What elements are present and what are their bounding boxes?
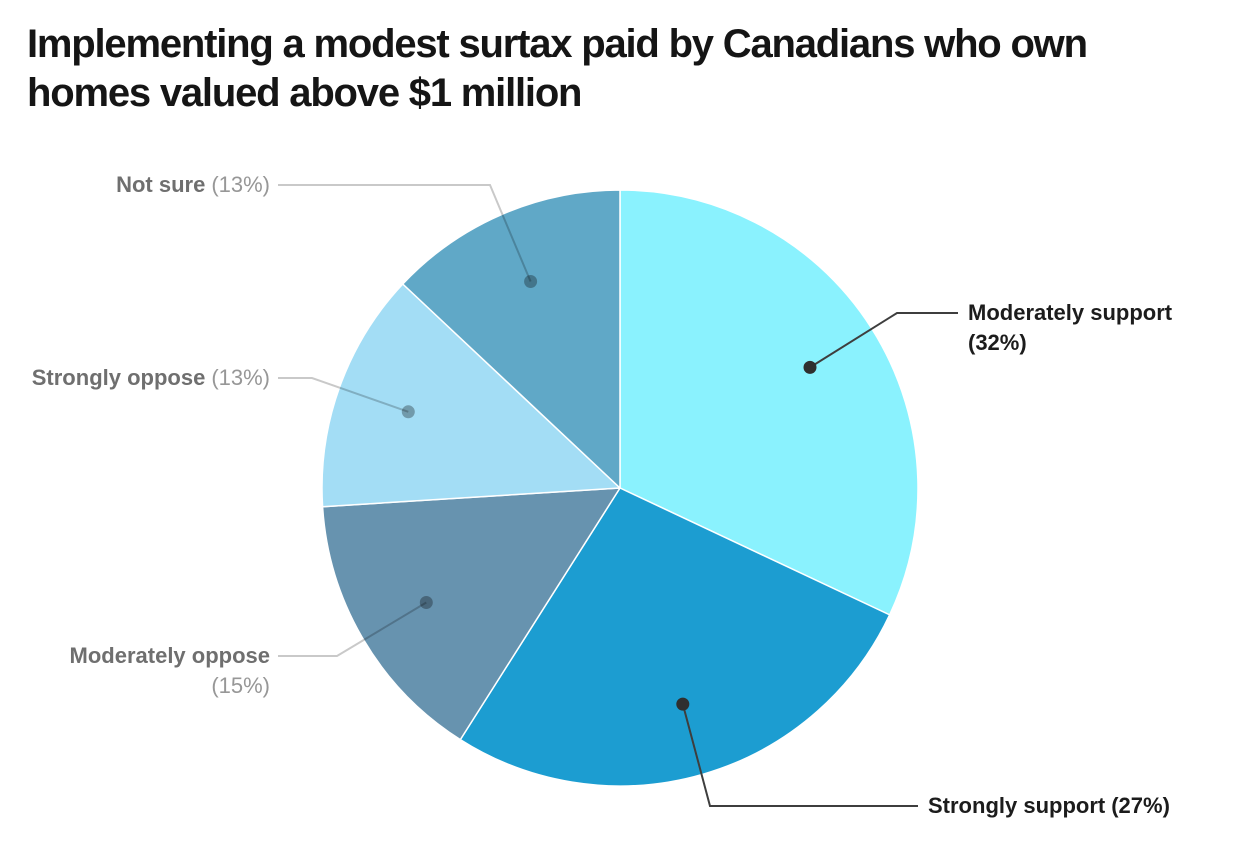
leader-dot-strongly-support: [676, 697, 690, 711]
leader-dot-strongly-oppose: [401, 405, 415, 419]
leader-line-strongly-oppose: [278, 377, 409, 413]
pie-slice-strongly-oppose[interactable]: [321, 283, 621, 508]
leader-line-not-sure: [278, 184, 532, 282]
chart-title-line-2: homes valued above $1 million: [27, 71, 582, 115]
leader-line-moderately-oppose: [278, 601, 427, 657]
leader-dot-not-sure: [524, 275, 538, 288]
pie-slice-strongly-support[interactable]: [459, 487, 891, 787]
leader-dot-moderately-oppose: [419, 596, 433, 609]
leader-line-moderately-support: [809, 312, 958, 369]
leader-line-strongly-support: [681, 703, 918, 807]
chart-title: Implementing a modest surtax paid by Can…: [27, 20, 1222, 118]
leader-dot-moderately-support: [803, 360, 817, 374]
pie-slice-not-sure[interactable]: [402, 189, 621, 489]
pie-slice-moderately-oppose[interactable]: [321, 487, 621, 741]
chart-title-line-1: Implementing a modest surtax paid by Can…: [27, 22, 1088, 66]
